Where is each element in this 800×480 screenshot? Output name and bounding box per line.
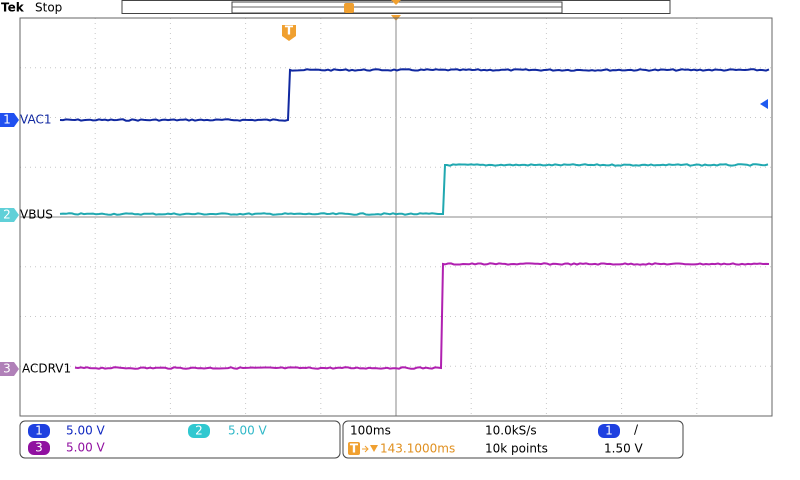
ch1-badge-number: 1	[35, 424, 43, 438]
record-trigger-icon	[344, 3, 354, 13]
position-trigger-icon	[348, 442, 360, 455]
vertical-status	[19, 420, 341, 459]
ch2-badge-number: 2	[195, 424, 203, 438]
ch3-badge-number: 3	[35, 441, 43, 455]
ch3-marker-number: 3	[3, 362, 11, 376]
position-arrow	[362, 445, 369, 453]
ch1-marker	[0, 113, 19, 127]
center-marker-top	[391, 0, 401, 5]
record-length: 10k points	[485, 442, 548, 456]
trigger-source: 1	[605, 424, 613, 438]
trigger-position-marker	[282, 25, 296, 41]
position-delay-icon	[370, 445, 378, 452]
run-status: Stop	[35, 1, 62, 15]
trace-ch2	[59, 163, 769, 216]
ch2-marker	[0, 208, 19, 222]
trace-ch1	[59, 68, 770, 122]
trigger-slope: /	[634, 423, 639, 437]
ch2-scale: 5.00 V	[228, 424, 268, 438]
sample-rate: 10.0kS/s	[485, 424, 537, 438]
ch3-marker	[0, 362, 19, 376]
trigger-source-badge	[598, 424, 620, 438]
ch3-label: ACDRV1	[22, 362, 71, 376]
time-per-div: 100ms	[350, 424, 391, 438]
ch1-marker-number: 1	[3, 113, 11, 127]
graticule-border	[19, 17, 773, 417]
ch2-marker-number: 2	[3, 208, 11, 222]
trigger-level: 1.50 V	[604, 442, 644, 456]
position-trigger-letter: T	[350, 442, 359, 456]
ch3-badge	[28, 441, 50, 455]
trigger-position-label: T	[285, 24, 294, 38]
ch1-label: VAC1	[20, 113, 51, 127]
ch1-scale: 5.00 V	[66, 424, 106, 438]
ch2-label: VBUS	[20, 208, 53, 222]
trace-ch3	[74, 262, 770, 370]
ch3-scale: 5.00 V	[66, 441, 106, 455]
ch1-badge	[28, 424, 50, 438]
ch2-badge	[188, 424, 210, 438]
horizontal-position: 143.1000ms	[380, 442, 455, 456]
brand: Tek	[1, 1, 25, 15]
trigger-level-arrow	[760, 99, 768, 109]
graticule	[20, 18, 772, 416]
